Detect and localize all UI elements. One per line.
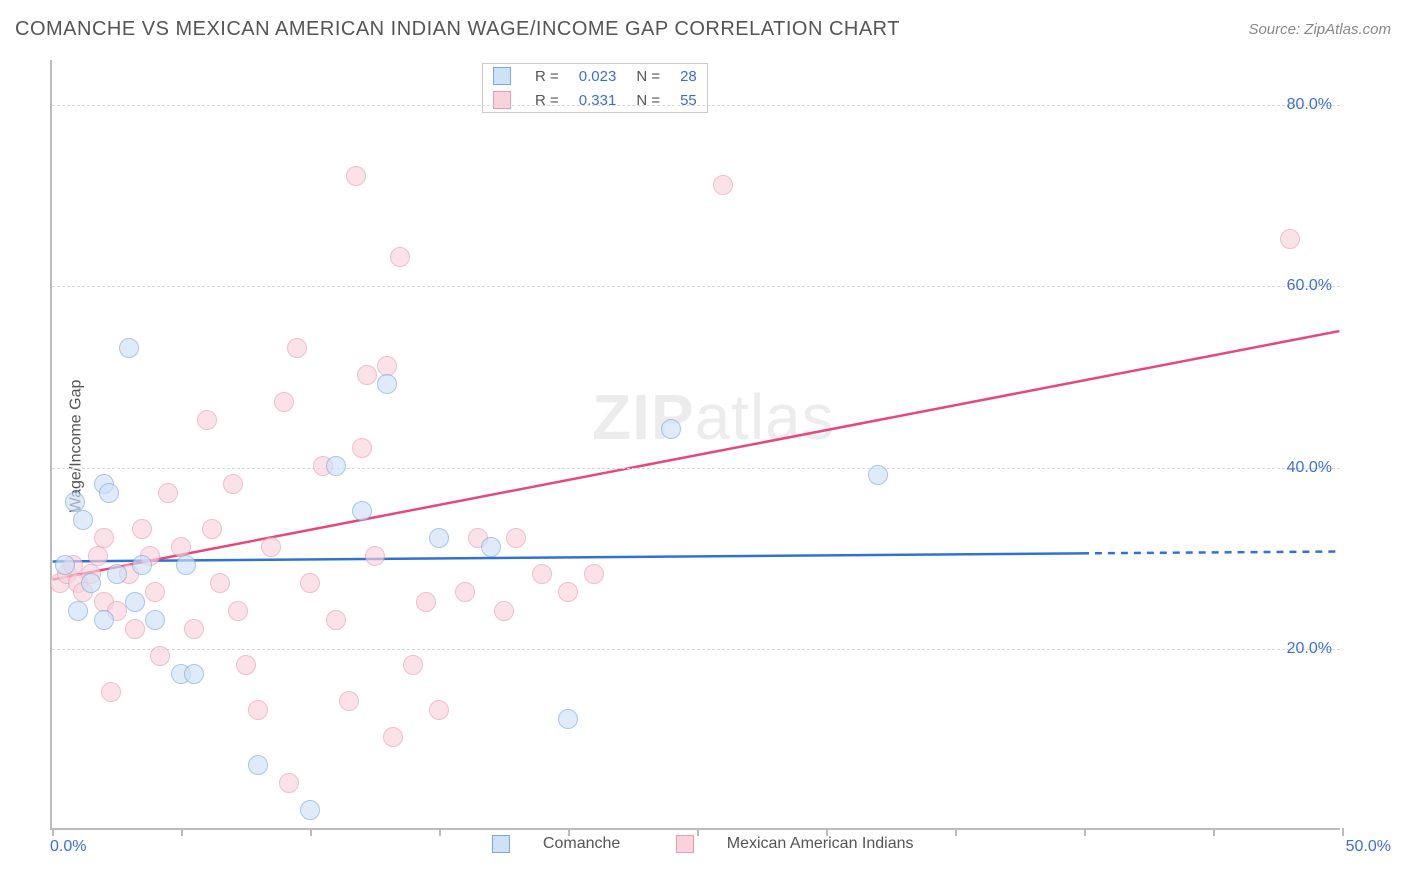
series-legend-item: Mexican American Indians xyxy=(662,835,927,852)
data-point xyxy=(101,682,121,702)
gridline xyxy=(52,286,1340,287)
data-point xyxy=(248,755,268,775)
data-point xyxy=(145,582,165,602)
stats-N-value: 55 xyxy=(670,88,707,112)
data-point xyxy=(346,166,366,186)
data-point xyxy=(184,619,204,639)
data-point xyxy=(300,573,320,593)
stats-N-label: N = xyxy=(626,88,670,112)
data-point xyxy=(248,700,268,720)
data-point xyxy=(236,655,256,675)
data-point xyxy=(558,582,578,602)
data-point xyxy=(73,510,93,530)
chart-title: COMANCHE VS MEXICAN AMERICAN INDIAN WAGE… xyxy=(15,18,900,41)
y-tick-label: 20.0% xyxy=(1287,640,1332,658)
data-point xyxy=(107,564,127,584)
data-point xyxy=(125,592,145,612)
data-point xyxy=(150,646,170,666)
data-point xyxy=(326,610,346,630)
data-point xyxy=(261,537,281,557)
y-tick-label: 60.0% xyxy=(1287,277,1332,295)
data-point xyxy=(274,392,294,412)
data-point xyxy=(176,555,196,575)
data-point xyxy=(94,610,114,630)
data-point xyxy=(68,601,88,621)
data-point xyxy=(210,573,230,593)
y-tick-label: 40.0% xyxy=(1287,459,1332,477)
data-point xyxy=(532,564,552,584)
gridline xyxy=(52,105,1340,106)
stats-R-value: 0.331 xyxy=(569,88,627,112)
series-legend: Comanche Mexican American Indians xyxy=(0,835,1406,853)
data-point xyxy=(481,537,501,557)
data-point xyxy=(184,664,204,684)
stats-legend-row: R =0.023N =28 xyxy=(483,64,707,88)
data-point xyxy=(132,519,152,539)
data-point xyxy=(1280,229,1300,249)
data-point xyxy=(287,338,307,358)
data-point xyxy=(94,528,114,548)
data-point xyxy=(584,564,604,584)
data-point xyxy=(357,365,377,385)
data-point xyxy=(132,555,152,575)
data-point xyxy=(339,691,359,711)
data-point xyxy=(202,519,222,539)
gridline xyxy=(52,468,1340,469)
data-point xyxy=(158,483,178,503)
data-point xyxy=(506,528,526,548)
gridline xyxy=(52,649,1340,650)
series-legend-item: Comanche xyxy=(478,835,634,852)
data-point xyxy=(145,610,165,630)
stats-R-label: R = xyxy=(525,88,569,112)
data-point xyxy=(377,356,397,376)
stats-legend-row: R =0.331N =55 xyxy=(483,88,707,112)
data-point xyxy=(88,546,108,566)
stats-R-label: R = xyxy=(525,64,569,88)
data-point xyxy=(416,592,436,612)
data-point xyxy=(99,483,119,503)
data-point xyxy=(125,619,145,639)
data-point xyxy=(81,573,101,593)
data-point xyxy=(119,338,139,358)
legend-swatch-pink xyxy=(493,91,511,109)
data-point xyxy=(429,528,449,548)
data-point xyxy=(455,582,475,602)
data-point xyxy=(713,175,733,195)
data-point xyxy=(300,800,320,820)
trend-lines xyxy=(52,60,1340,828)
data-point xyxy=(868,465,888,485)
data-point xyxy=(171,537,191,557)
stats-N-value: 28 xyxy=(670,64,707,88)
data-point xyxy=(661,419,681,439)
data-point xyxy=(279,773,299,793)
data-point xyxy=(223,474,243,494)
legend-swatch-blue xyxy=(492,835,510,853)
data-point xyxy=(228,601,248,621)
series-legend-label: Mexican American Indians xyxy=(727,835,914,852)
data-point xyxy=(403,655,423,675)
data-point xyxy=(383,727,403,747)
data-point xyxy=(390,247,410,267)
data-point xyxy=(377,374,397,394)
data-point xyxy=(494,601,514,621)
data-point xyxy=(55,555,75,575)
legend-swatch-pink xyxy=(676,835,694,853)
data-point xyxy=(558,709,578,729)
data-point xyxy=(352,501,372,521)
data-point xyxy=(352,438,372,458)
stats-N-label: N = xyxy=(626,64,670,88)
source-label: Source: ZipAtlas.com xyxy=(1248,21,1391,38)
plot-area: ZIPatlas R =0.023N =28R =0.331N =55 20.0… xyxy=(50,60,1340,830)
legend-swatch-blue xyxy=(493,67,511,85)
data-point xyxy=(326,456,346,476)
series-legend-label: Comanche xyxy=(543,835,620,852)
data-point xyxy=(365,546,385,566)
stats-R-value: 0.023 xyxy=(569,64,627,88)
data-point xyxy=(429,700,449,720)
data-point xyxy=(65,492,85,512)
y-tick-label: 80.0% xyxy=(1287,96,1332,114)
data-point xyxy=(197,410,217,430)
